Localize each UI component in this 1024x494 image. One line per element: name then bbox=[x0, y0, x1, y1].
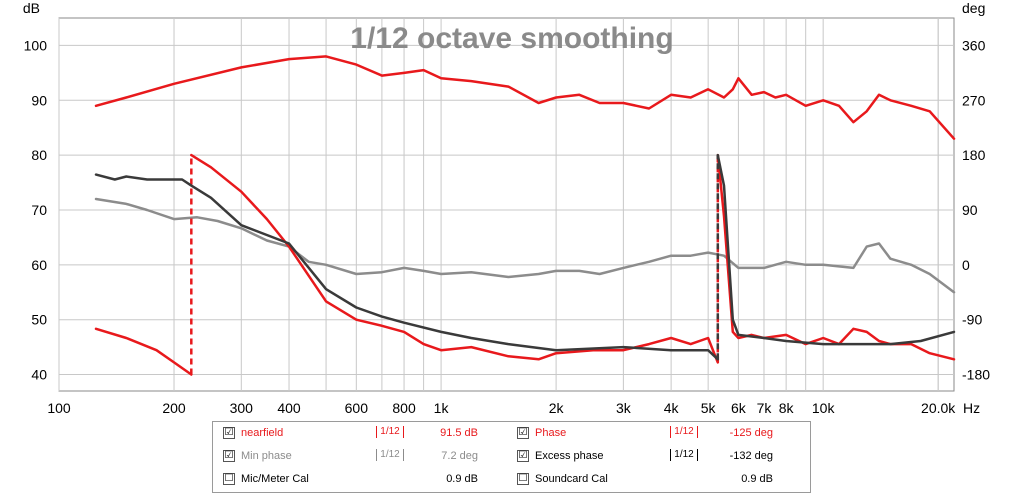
smoothing-label: 1/12 bbox=[376, 449, 404, 461]
legend-row-calibration: ☐ Mic/Meter Cal 0.9 dB ☐ Soundcard Cal 0… bbox=[213, 469, 810, 491]
checkbox[interactable]: ☐ bbox=[517, 473, 529, 485]
y-left-tick-label: 40 bbox=[31, 367, 47, 383]
soundcard-cal-toggle[interactable]: ☐ Soundcard Cal bbox=[517, 473, 608, 485]
y-left-tick-label: 60 bbox=[31, 257, 47, 273]
smoothing-button[interactable]: 1/12 bbox=[667, 448, 701, 462]
y-left-tick-label: 90 bbox=[31, 92, 47, 108]
excess-phase-series-line bbox=[716, 153, 956, 346]
grid-lines bbox=[58, 18, 954, 391]
nearfield-series-line bbox=[94, 55, 956, 140]
excess-phase-series-line bbox=[94, 173, 720, 361]
checkbox[interactable]: ☑ bbox=[223, 427, 235, 439]
excess-phase-toggle[interactable]: ☑ Excess phase bbox=[517, 450, 603, 462]
phase-series-line bbox=[190, 153, 720, 364]
y-right-axis-ticks: -180 -90 0 90 180 270 360 bbox=[962, 37, 990, 382]
y-right-label: deg bbox=[962, 0, 985, 16]
min-phase-series-line bbox=[94, 197, 956, 294]
y-right-tick-label: -90 bbox=[962, 312, 982, 328]
mic-meter-cal-toggle[interactable]: ☐ Mic/Meter Cal bbox=[223, 473, 309, 485]
y-right-tick-label: 0 bbox=[962, 257, 970, 273]
smoothing-button[interactable]: 1/12 bbox=[373, 425, 407, 439]
x-tick-label: 10k bbox=[812, 400, 836, 416]
x-axis-ticks: 100 200 300 400 600 800 1k 2k 3k 4k 5k 6k 7k 8k 10k 20.… bbox=[47, 400, 956, 416]
smoothing-label: 1/12 bbox=[376, 426, 404, 438]
x-tick-label: 600 bbox=[345, 400, 369, 416]
legend-label: Excess phase bbox=[535, 450, 604, 462]
x-tick-label: 200 bbox=[162, 400, 186, 416]
x-unit-label: Hz bbox=[963, 400, 980, 416]
x-tick-label: 2k bbox=[549, 400, 565, 416]
x-tick-label: 1k bbox=[434, 400, 450, 416]
phase-series-line bbox=[94, 327, 193, 376]
y-right-tick-label: 270 bbox=[962, 92, 986, 108]
y-left-tick-label: 80 bbox=[31, 147, 47, 163]
x-tick-label: 5k bbox=[701, 400, 717, 416]
y-left-tick-label: 100 bbox=[24, 37, 48, 53]
x-tick-label: 400 bbox=[277, 400, 301, 416]
x-tick-label: 800 bbox=[392, 400, 416, 416]
x-tick-label: 7k bbox=[757, 400, 773, 416]
smoothing-label: 1/12 bbox=[670, 449, 698, 461]
plot-area bbox=[58, 17, 955, 392]
x-tick-label: 4k bbox=[664, 400, 680, 416]
smoothing-button[interactable]: 1/12 bbox=[373, 448, 407, 462]
chart-title: 1/12 octave smoothing bbox=[350, 22, 673, 55]
x-tick-label: 8k bbox=[779, 400, 795, 416]
frequency-response-chart: 100 200 300 400 600 800 1k 2k 3k 4k 5k 6k 7k 8k 10k 20.… bbox=[23, 0, 990, 416]
y-left-tick-label: 70 bbox=[31, 202, 47, 218]
legend-value: 7.2 deg bbox=[441, 450, 478, 462]
legend-value: -132 deg bbox=[729, 450, 773, 462]
checkbox[interactable]: ☐ bbox=[223, 473, 235, 485]
x-tick-label: 300 bbox=[230, 400, 254, 416]
phase-toggle[interactable]: ☑ Phase bbox=[517, 427, 566, 439]
y-left-label: dB bbox=[23, 0, 40, 16]
legend-label: Phase bbox=[535, 427, 567, 439]
checkbox[interactable]: ☑ bbox=[223, 450, 235, 462]
legend-value: 0.9 dB bbox=[446, 473, 478, 485]
legend-label: Mic/Meter Cal bbox=[241, 473, 309, 485]
legend-label: Min phase bbox=[241, 450, 292, 462]
y-right-tick-label: 180 bbox=[962, 147, 986, 163]
x-tick-label: 6k bbox=[731, 400, 747, 416]
smoothing-button[interactable]: 1/12 bbox=[667, 425, 701, 439]
nearfield-toggle[interactable]: ☑ nearfield bbox=[223, 427, 283, 439]
y-left-tick-label: 50 bbox=[31, 312, 47, 328]
checkbox[interactable]: ☑ bbox=[517, 450, 529, 462]
min-phase-toggle[interactable]: ☑ Min phase bbox=[223, 450, 292, 462]
y-right-tick-label: -180 bbox=[962, 367, 990, 383]
y-right-tick-label: 360 bbox=[962, 37, 986, 53]
x-tick-label: 100 bbox=[47, 400, 71, 416]
checkbox[interactable]: ☑ bbox=[517, 427, 529, 439]
legend-label: nearfield bbox=[241, 427, 284, 439]
legend-value: -125 deg bbox=[729, 427, 773, 439]
smoothing-label: 1/12 bbox=[670, 426, 698, 438]
x-tick-label: 3k bbox=[616, 400, 632, 416]
y-right-tick-label: 90 bbox=[962, 202, 978, 218]
legend-value: 91.5 dB bbox=[440, 427, 478, 439]
legend-panel: ☑ nearfield 1/12 91.5 dB ☑ Phase 1/12 -1… bbox=[212, 421, 811, 493]
legend-row-minphase-excess: ☑ Min phase 1/12 7.2 deg ☑ Excess phase … bbox=[213, 446, 810, 468]
y-left-axis-ticks: 40 50 60 70 80 90 100 bbox=[24, 37, 48, 382]
x-tick-label: 20.0k bbox=[921, 400, 956, 416]
series-group bbox=[94, 55, 956, 376]
legend-row-nearfield-phase: ☑ nearfield 1/12 91.5 dB ☑ Phase 1/12 -1… bbox=[213, 423, 810, 445]
legend-value: 0.9 dB bbox=[741, 473, 773, 485]
legend-label: Soundcard Cal bbox=[535, 473, 608, 485]
